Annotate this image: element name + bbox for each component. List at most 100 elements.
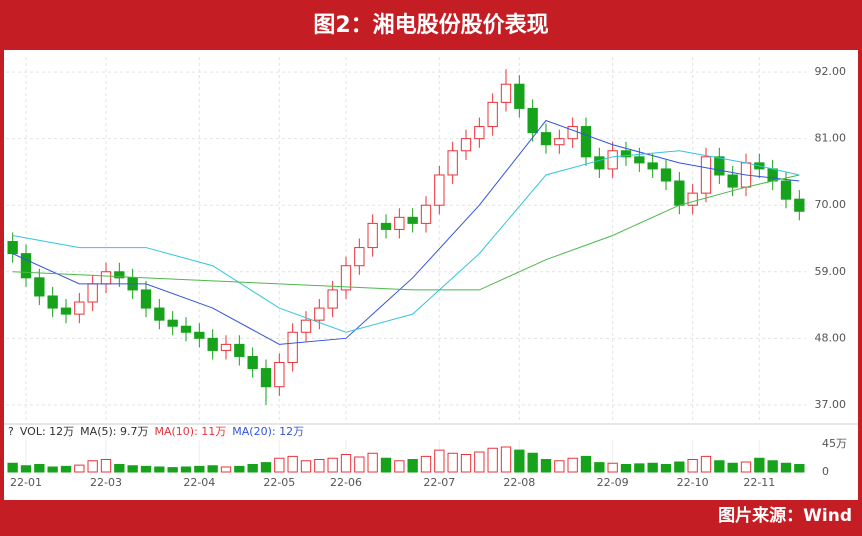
candle-body [594, 156, 605, 170]
volume-legend: VOL: 12万 [20, 425, 74, 438]
volume-bar [514, 449, 525, 473]
candle-body [327, 289, 338, 309]
candle-body [687, 192, 698, 206]
y-tick-label: 59.00 [815, 265, 847, 278]
volume-tick-label: 45万 [822, 437, 847, 450]
candle-body [407, 216, 418, 224]
candle-body [674, 180, 685, 206]
volume-bar [420, 455, 432, 473]
volume-bar [674, 461, 685, 473]
x-tick-label: 22-04 [183, 476, 215, 489]
volume-bar [20, 465, 32, 473]
candle-body [194, 331, 205, 339]
volume-tick-label: 0 [822, 465, 829, 478]
candle-body [500, 83, 512, 103]
volume-bar [434, 449, 445, 473]
volume-bar [527, 452, 538, 473]
volume-bar [7, 462, 18, 473]
candle-body [527, 107, 538, 134]
volume-bar [314, 459, 325, 473]
volume-bar [367, 452, 378, 473]
candle-body [727, 174, 738, 188]
volume-bar [194, 465, 205, 473]
candle-body [167, 319, 178, 327]
candle-body [300, 319, 312, 333]
x-tick-label: 22-10 [677, 476, 709, 489]
x-tick-label: 22-01 [10, 476, 42, 489]
volume-bar [260, 462, 272, 473]
y-tick-label: 37.00 [815, 398, 847, 411]
volume-legend: MA(10): 11万 [154, 425, 226, 438]
source: 图片来源：Wind [718, 505, 852, 526]
y-tick-label: 70.00 [815, 198, 847, 211]
volume-bar [394, 460, 405, 473]
candle-body [180, 325, 192, 333]
candle-body [7, 241, 18, 255]
y-tick-label: 92.00 [815, 65, 847, 78]
candle-body [20, 253, 32, 279]
candle-body [794, 198, 805, 212]
candle-body [314, 307, 325, 321]
volume-bar [474, 451, 485, 473]
candle-body [607, 150, 618, 170]
volume-bar [740, 461, 752, 473]
volume-bar [60, 465, 72, 473]
candle-body [394, 216, 405, 230]
chart-title: 图2：湘电股份股价表现 [313, 13, 548, 38]
candle-body [487, 101, 498, 128]
candle-body [434, 174, 445, 206]
candle-body [220, 343, 232, 351]
volume-legend: MA(20): 12万 [232, 425, 304, 438]
volume-bar [540, 459, 552, 473]
volume-bar [620, 464, 632, 473]
moving-average-line [12, 150, 800, 333]
x-tick-label: 22-06 [330, 476, 362, 489]
candle-body [340, 265, 352, 291]
volume-bar [354, 456, 365, 473]
volume-bar [727, 462, 738, 473]
volume-bar [47, 466, 58, 473]
volume-legend: ? [8, 425, 14, 438]
volume-bar [634, 463, 645, 473]
x-tick-label: 22-08 [503, 476, 535, 489]
candle-body [780, 180, 792, 200]
volume-bar [647, 462, 658, 473]
volume-bar [460, 454, 472, 473]
volume-bar [167, 467, 178, 473]
volume-bar [180, 466, 192, 473]
candle-body [767, 168, 778, 182]
volume-bar [780, 462, 792, 473]
volume-bar [114, 464, 125, 473]
volume-bar [127, 465, 138, 473]
volume-bar [500, 446, 512, 473]
candle-body [114, 271, 125, 279]
candle-body [247, 355, 258, 370]
volume-bar [34, 464, 45, 473]
candle-body [460, 138, 472, 152]
candle-body [514, 83, 525, 109]
candle-body [87, 283, 98, 303]
candle-body [287, 331, 298, 364]
candle-body [60, 307, 72, 315]
volume-bar [660, 464, 672, 473]
volume-bar [794, 464, 805, 473]
candle-body [420, 204, 432, 224]
candle-body [380, 222, 392, 230]
volume-bar [380, 457, 392, 473]
volume-bar [74, 464, 85, 473]
candle-body [154, 307, 165, 321]
candle-body [540, 132, 552, 146]
candle-body [260, 368, 272, 388]
volume-bar [207, 465, 218, 473]
volume-bar [567, 457, 578, 473]
volume-bar [154, 466, 165, 473]
volume-bar [220, 466, 232, 473]
x-tick-label: 22-09 [597, 476, 629, 489]
candle-body [354, 247, 365, 267]
candle-body [567, 126, 578, 140]
volume-bar [234, 465, 245, 473]
volume-bar [274, 457, 285, 473]
volume-bar [714, 460, 725, 473]
volume-bar [407, 459, 418, 473]
volume-bar [340, 454, 352, 473]
